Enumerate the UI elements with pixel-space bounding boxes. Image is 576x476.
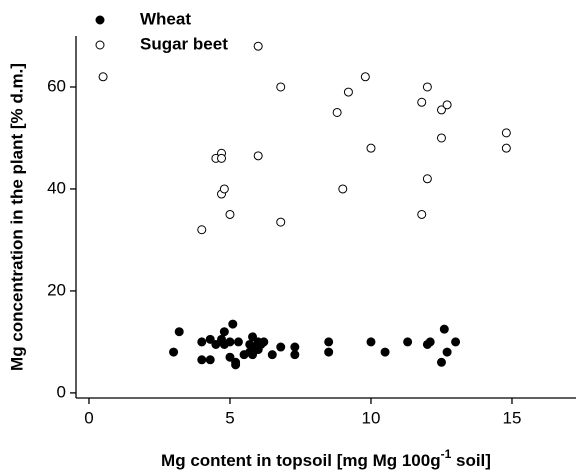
legend-label: Sugar beet [140, 34, 228, 53]
point [343, 87, 353, 97]
point [225, 337, 235, 347]
point [324, 347, 334, 357]
x-axis-label: Mg content in topsoil [mg Mg 100g-1 soil… [161, 447, 491, 470]
point [451, 337, 461, 347]
point [501, 143, 511, 153]
point [403, 337, 413, 347]
y-tick-label: 40 [47, 178, 66, 197]
point [338, 184, 348, 194]
point [267, 350, 277, 360]
point [290, 342, 300, 352]
point [219, 327, 229, 337]
point [205, 334, 215, 344]
point [259, 337, 269, 347]
point [436, 357, 446, 367]
point [217, 153, 227, 163]
x-axis-label-part: Mg content in topsoil [mg Mg 100g [161, 451, 441, 470]
point [366, 337, 376, 347]
point [197, 337, 207, 347]
point [417, 97, 427, 107]
point [174, 327, 184, 337]
legend-marker [95, 15, 105, 25]
x-tick-label: 15 [503, 408, 522, 427]
point [442, 347, 452, 357]
point [442, 100, 452, 110]
point [290, 350, 300, 360]
point [231, 360, 241, 370]
point [169, 347, 179, 357]
point [248, 350, 258, 360]
x-tick-label: 0 [84, 408, 93, 427]
point [197, 225, 207, 235]
point [197, 355, 207, 365]
legend-marker [95, 40, 105, 50]
point [233, 337, 243, 347]
x-axis-label-part: soil] [451, 451, 491, 470]
y-tick-label: 20 [47, 280, 66, 299]
point [366, 143, 376, 153]
point [422, 82, 432, 92]
x-axis-label-sup: -1 [441, 447, 452, 461]
x-tick-label: 10 [362, 408, 381, 427]
point [219, 184, 229, 194]
point [422, 174, 432, 184]
point [436, 133, 446, 143]
point [439, 324, 449, 334]
point [276, 342, 286, 352]
point [324, 337, 334, 347]
point [501, 128, 511, 138]
x-tick-label: 5 [225, 408, 234, 427]
legend-label: Wheat [140, 9, 191, 28]
point [360, 72, 370, 82]
point [253, 41, 263, 51]
point [276, 82, 286, 92]
y-tick-label: 0 [57, 382, 66, 401]
point [436, 105, 446, 115]
point [228, 319, 238, 329]
point [205, 355, 215, 365]
point [276, 217, 286, 227]
y-axis-label: Mg concentration in the plant [% d.m.] [7, 63, 26, 371]
point [425, 337, 435, 347]
point [332, 107, 342, 117]
point [253, 151, 263, 161]
point [248, 332, 258, 342]
point [380, 347, 390, 357]
y-tick-label: 60 [47, 76, 66, 95]
point [225, 209, 235, 219]
point [225, 352, 235, 362]
point [98, 72, 108, 82]
point [417, 209, 427, 219]
